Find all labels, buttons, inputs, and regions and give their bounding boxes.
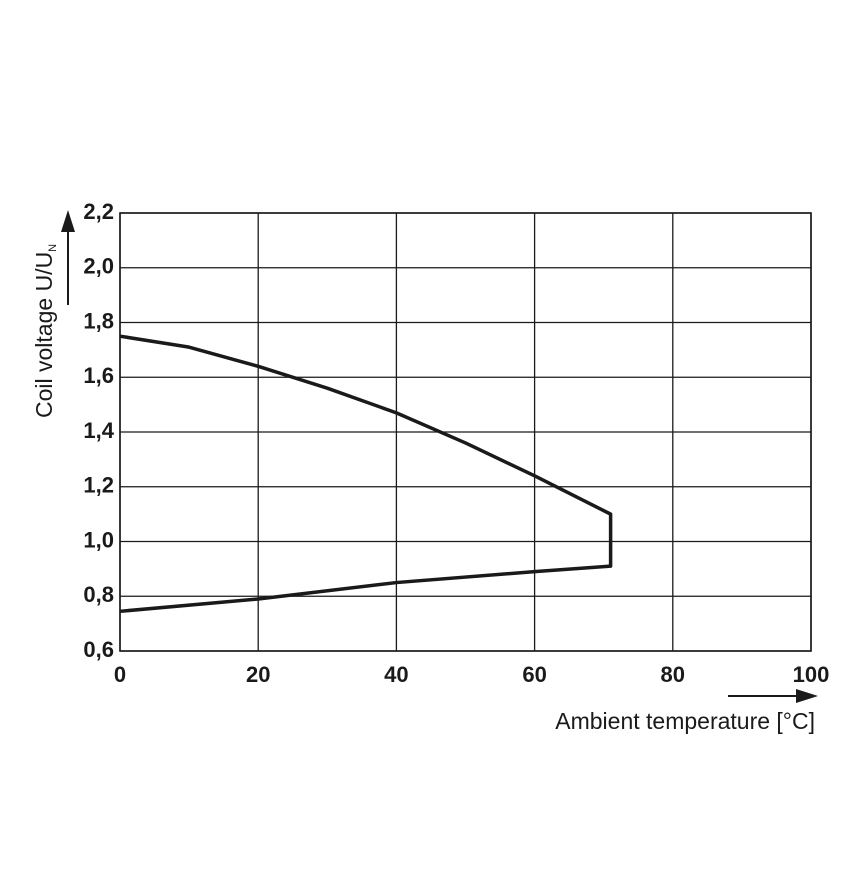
y-arrow-head: [61, 210, 75, 232]
x-tick-label: 60: [522, 662, 546, 687]
x-tick-label: 100: [793, 662, 830, 687]
y-axis-label: Coil voltage U/UN: [31, 244, 59, 418]
y-tick-label: 2,0: [83, 254, 114, 279]
y-tick-label: 1,6: [83, 363, 114, 388]
x-axis-label: Ambient temperature [°C]: [555, 708, 815, 734]
y-tick-label: 1,2: [83, 473, 114, 498]
y-tick-label: 2,2: [83, 199, 114, 224]
plot-frame: [119, 212, 812, 652]
x-tick-label: 80: [661, 662, 685, 687]
y-tick-label: 0,6: [83, 637, 114, 662]
x-tick-label: 20: [246, 662, 270, 687]
y-label-sub: N: [47, 244, 59, 252]
x-tick-label: 0: [114, 662, 126, 687]
y-label-main: Coil voltage U/U: [31, 252, 57, 418]
y-tick-label: 1,0: [83, 527, 114, 552]
y-tick-label: 1,4: [83, 418, 114, 443]
y-tick-label: 0,8: [83, 582, 114, 607]
curve: [119, 334, 613, 614]
x-tick-label: 40: [384, 662, 408, 687]
y-tick-label: 1,8: [83, 308, 114, 333]
x-arrow-head: [796, 689, 818, 703]
